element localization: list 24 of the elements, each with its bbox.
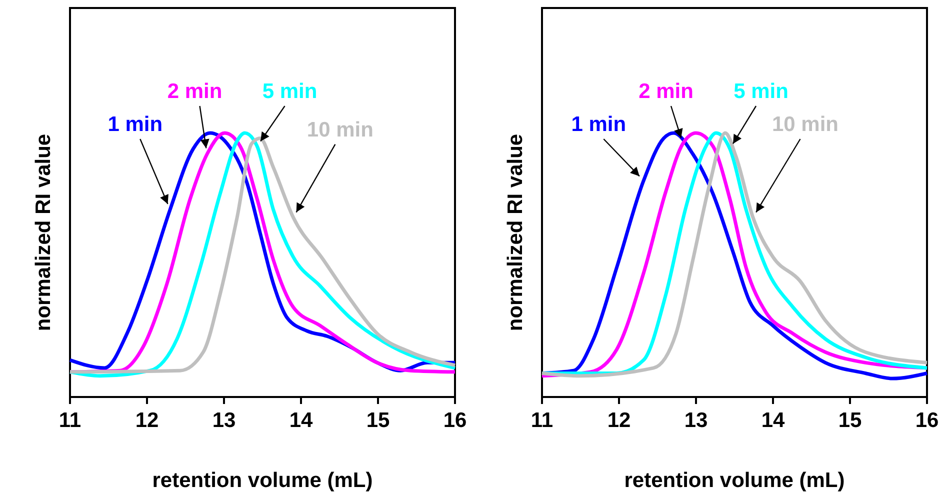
series-label: 2 min [167, 80, 222, 103]
x-tick-label: 16 [443, 409, 467, 432]
x-axis-title: retention volume (mL) [152, 469, 373, 492]
x-tick-label: 11 [530, 409, 554, 432]
series-label: 10 min [772, 113, 839, 136]
x-tick-label: 13 [212, 409, 236, 432]
x-tick-label: 15 [366, 409, 390, 432]
series-label: 5 min [262, 80, 318, 103]
y-axis-title: normalized RI value [504, 134, 527, 332]
x-tick-label: 12 [135, 409, 159, 432]
x-axis-title: retention volume (mL) [624, 469, 845, 492]
x-tick-label: 11 [58, 409, 82, 432]
x-tick-label: 16 [915, 409, 939, 432]
x-tick-label: 12 [607, 409, 631, 432]
series-label: 5 min [734, 80, 788, 103]
y-axis-title: normalized RI value [32, 134, 55, 332]
x-tick-label: 14 [289, 409, 313, 432]
x-tick-label: 15 [838, 409, 862, 432]
x-tick-label: 13 [684, 409, 708, 432]
series-label: 1 min [571, 113, 626, 136]
series-label: 1 min [108, 113, 163, 136]
series-label: 2 min [638, 80, 694, 103]
x-tick-label: 14 [761, 409, 785, 432]
series-label: 10 min [306, 118, 374, 142]
